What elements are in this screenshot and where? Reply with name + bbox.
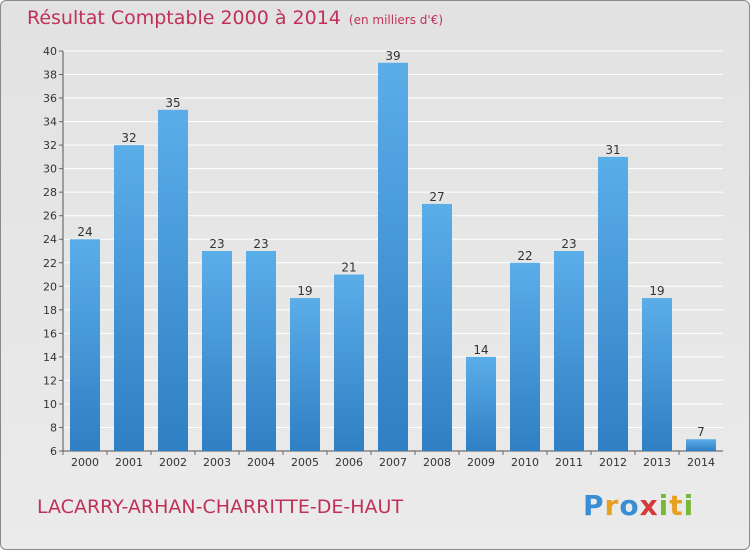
y-tick-label: 34 [43, 116, 57, 129]
x-tick-label: 2006 [335, 456, 363, 469]
x-tick-label: 2009 [467, 456, 495, 469]
y-tick-label: 10 [43, 398, 57, 411]
data-label: 27 [429, 190, 444, 204]
y-tick-label: 12 [43, 374, 57, 387]
data-label: 24 [77, 225, 92, 239]
commune-name: LACARRY-ARHAN-CHARRITTE-DE-HAUT [37, 496, 404, 518]
x-tick-label: 2005 [291, 456, 319, 469]
y-tick-label: 30 [43, 163, 57, 176]
bar [158, 109, 188, 451]
chart-unit: (en milliers d'€) [348, 13, 444, 27]
bar [202, 251, 232, 451]
chart-title: Résultat Comptable 2000 à 2014 (en millie… [27, 7, 443, 29]
data-label: 14 [473, 343, 488, 357]
bar [422, 203, 452, 451]
y-tick-label: 22 [43, 257, 57, 270]
y-tick-label: 18 [43, 304, 57, 317]
y-tick-label: 28 [43, 186, 57, 199]
bar [598, 156, 628, 451]
data-label: 23 [561, 237, 576, 251]
chart-title-text: Résultat Comptable 2000 à 2014 [27, 7, 341, 29]
proxiti-logo: Proxiti [583, 489, 695, 522]
bar [466, 356, 496, 451]
data-label: 21 [341, 261, 356, 275]
y-tick-label: 40 [43, 45, 57, 58]
data-label: 19 [297, 284, 312, 298]
x-tick-label: 2012 [599, 456, 627, 469]
x-tick-label: 2007 [379, 456, 407, 469]
bar [70, 239, 100, 451]
bar [510, 262, 540, 451]
data-label: 19 [649, 284, 664, 298]
y-tick-label: 6 [50, 445, 57, 458]
data-label: 39 [385, 49, 400, 63]
data-label: 35 [165, 96, 180, 110]
x-tick-label: 2002 [159, 456, 187, 469]
x-tick-label: 2013 [643, 456, 671, 469]
x-tick-label: 2000 [71, 456, 99, 469]
x-tick-label: 2003 [203, 456, 231, 469]
data-label: 23 [253, 237, 268, 251]
data-label: 32 [121, 131, 136, 145]
x-tick-label: 2011 [555, 456, 583, 469]
bar [378, 62, 408, 451]
x-tick-label: 2008 [423, 456, 451, 469]
y-tick-label: 38 [43, 69, 57, 82]
y-tick-label: 26 [43, 210, 57, 223]
data-label: 7 [697, 425, 705, 439]
y-tick-label: 36 [43, 92, 57, 105]
x-tick-label: 2001 [115, 456, 143, 469]
bar [642, 298, 672, 451]
x-tick-label: 2004 [247, 456, 275, 469]
y-tick-label: 14 [43, 351, 57, 364]
bar [334, 274, 364, 451]
bar [554, 251, 584, 451]
bar [290, 298, 320, 451]
data-label: 31 [605, 143, 620, 157]
y-tick-label: 32 [43, 139, 57, 152]
y-tick-label: 16 [43, 327, 57, 340]
data-label: 23 [209, 237, 224, 251]
data-label: 22 [517, 249, 532, 263]
x-tick-label: 2014 [687, 456, 715, 469]
y-tick-label: 20 [43, 280, 57, 293]
y-tick-label: 8 [50, 421, 57, 434]
bar [686, 439, 716, 451]
bar [114, 145, 144, 451]
bar [246, 251, 276, 451]
y-tick-label: 24 [43, 233, 57, 246]
x-tick-label: 2010 [511, 456, 539, 469]
